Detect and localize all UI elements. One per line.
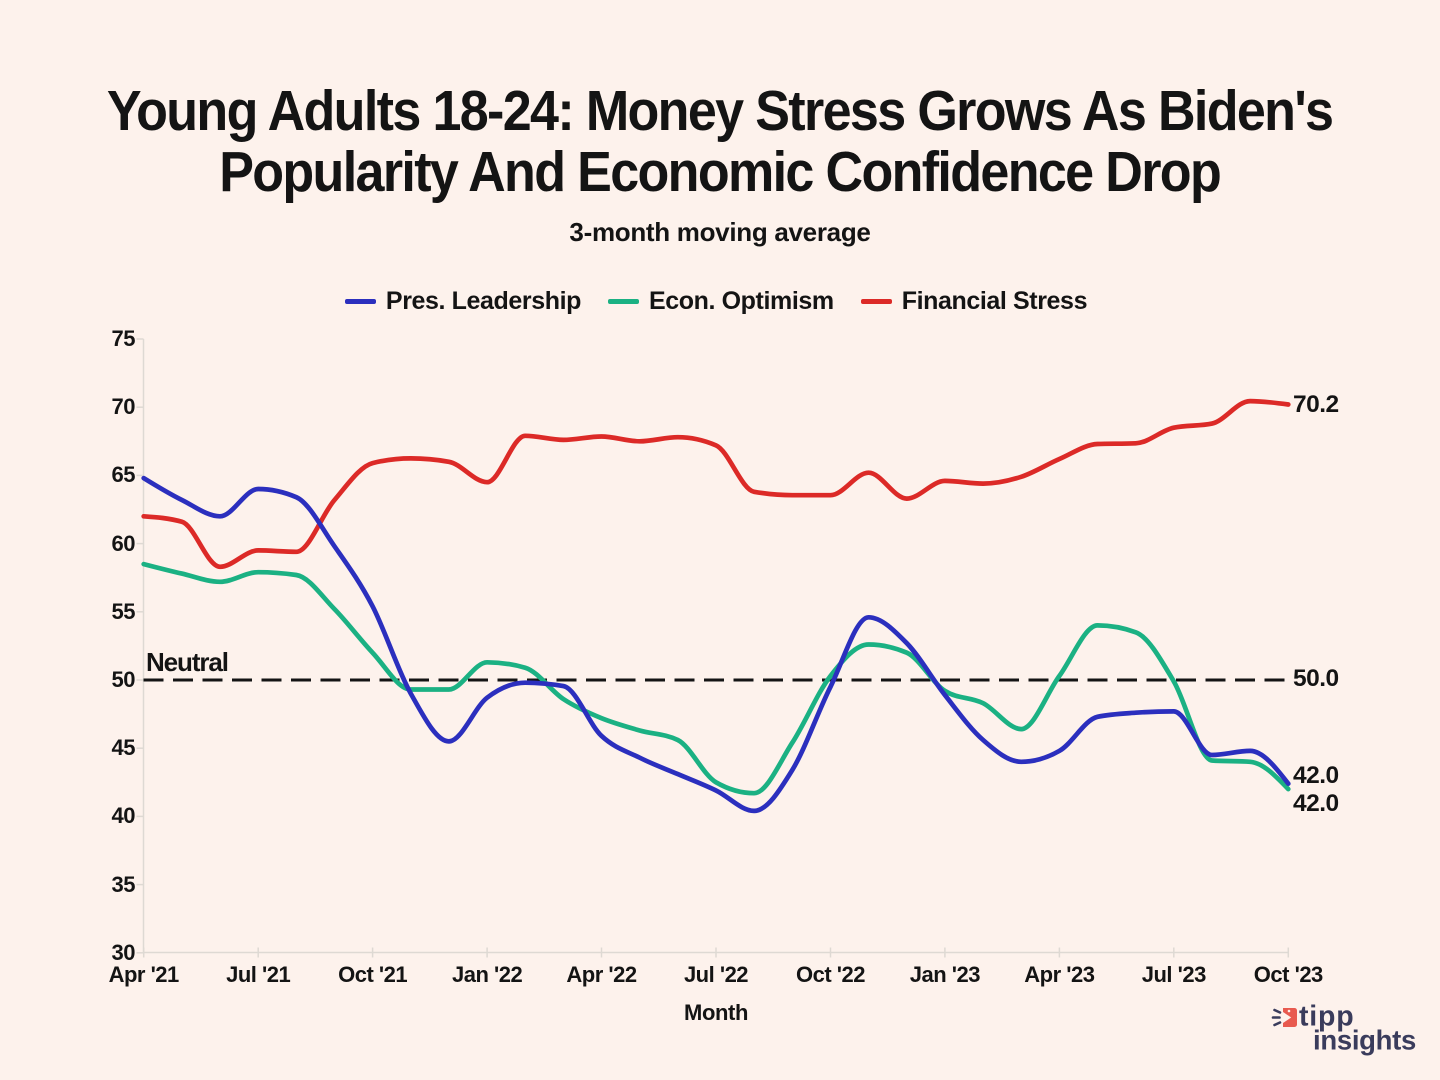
svg-text:insights: insights [1313, 1025, 1416, 1056]
svg-text:tipp: tipp [1299, 1001, 1354, 1033]
